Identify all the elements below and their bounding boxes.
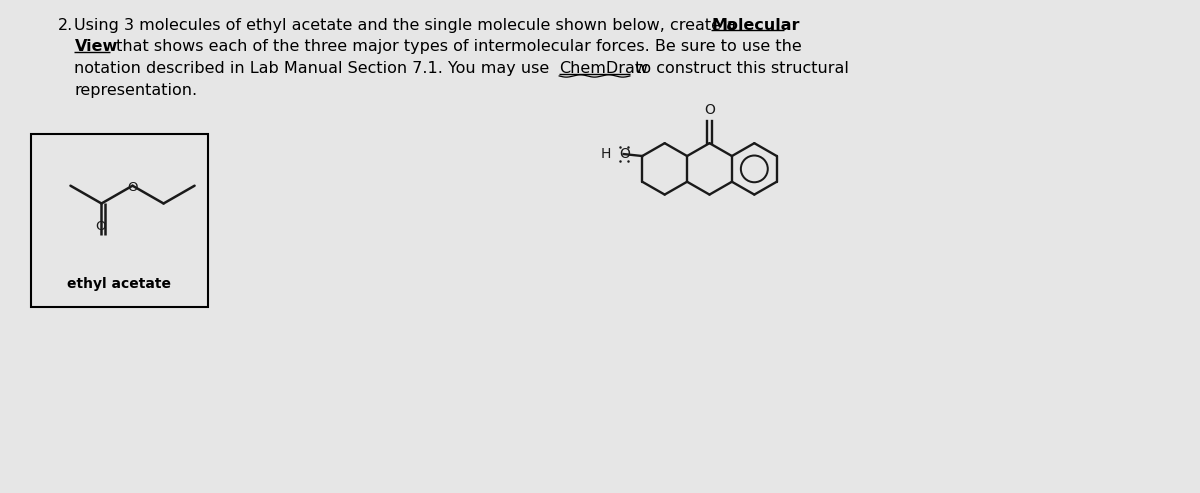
Text: O: O <box>95 220 106 233</box>
Text: that shows each of the three major types of intermolecular forces. Be sure to us: that shows each of the three major types… <box>112 39 802 54</box>
Text: O: O <box>127 181 138 194</box>
Text: View: View <box>74 39 118 54</box>
Text: ethyl acetate: ethyl acetate <box>67 278 172 291</box>
Text: O: O <box>704 104 715 117</box>
Text: Using 3 molecules of ethyl acetate and the single molecule shown below, create a: Using 3 molecules of ethyl acetate and t… <box>74 18 742 33</box>
Text: to construct this structural: to construct this structural <box>630 61 848 76</box>
Text: O: O <box>619 147 630 161</box>
Text: representation.: representation. <box>74 83 198 98</box>
Text: ChemDraw: ChemDraw <box>559 61 648 76</box>
Text: notation described in Lab Manual Section 7.1. You may use: notation described in Lab Manual Section… <box>74 61 554 76</box>
Text: Molecular: Molecular <box>712 18 800 33</box>
Text: 2.: 2. <box>58 18 73 33</box>
FancyBboxPatch shape <box>31 134 208 307</box>
Text: H: H <box>600 147 611 161</box>
